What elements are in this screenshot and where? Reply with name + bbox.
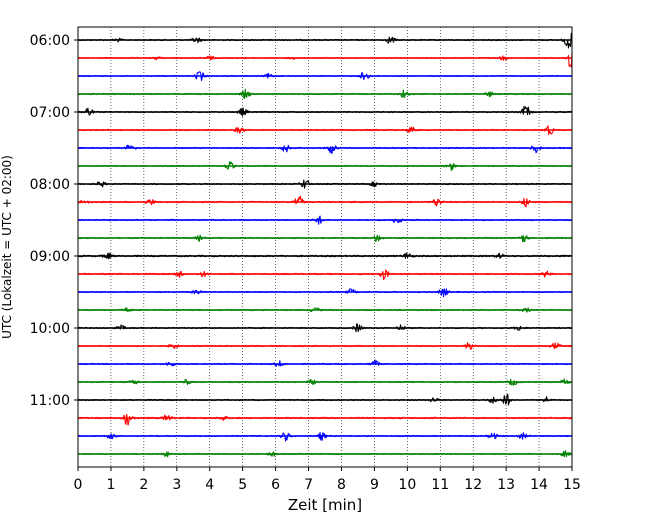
y-tick-label: 11:00	[30, 393, 70, 409]
x-tick-label: 13	[497, 477, 515, 493]
x-axis-label: Zeit [min]	[288, 496, 362, 514]
grid-lines	[110, 27, 540, 467]
y-tick-label: 07:00	[30, 105, 70, 121]
x-tick-label: 2	[139, 477, 148, 493]
x-tick-label: 12	[464, 477, 482, 493]
seismogram-traces	[77, 32, 573, 458]
x-tick-label: 0	[74, 477, 83, 493]
x-tick-label: 8	[337, 477, 346, 493]
x-tick-label: 5	[238, 477, 247, 493]
x-tick-label: 15	[563, 477, 581, 493]
x-axis-ticks: 0 1 2 3 4 5 6 7 8 9 10 11 12 13 14 15	[74, 467, 581, 493]
x-tick-label: 10	[398, 477, 416, 493]
y-axis-ticks: 06:00 07:00 08:00 09:00 10:00 11:00	[30, 33, 78, 409]
x-tick-label: 11	[431, 477, 449, 493]
y-tick-label: 06:00	[30, 33, 70, 49]
x-tick-label: 7	[304, 477, 313, 493]
y-tick-label: 08:00	[30, 177, 70, 193]
y-axis-label: UTC (Lokalzeit = UTC + 02:00)	[0, 155, 14, 339]
x-tick-label: 3	[172, 477, 181, 493]
x-tick-label: 6	[271, 477, 280, 493]
plot-frame	[77, 26, 573, 468]
y-tick-label: 10:00	[30, 321, 70, 337]
x-tick-label: 14	[530, 477, 548, 493]
x-tick-label: 9	[370, 477, 379, 493]
x-tick-label: 4	[205, 477, 214, 493]
x-tick-label: 1	[106, 477, 115, 493]
y-tick-label: 09:00	[30, 249, 70, 265]
